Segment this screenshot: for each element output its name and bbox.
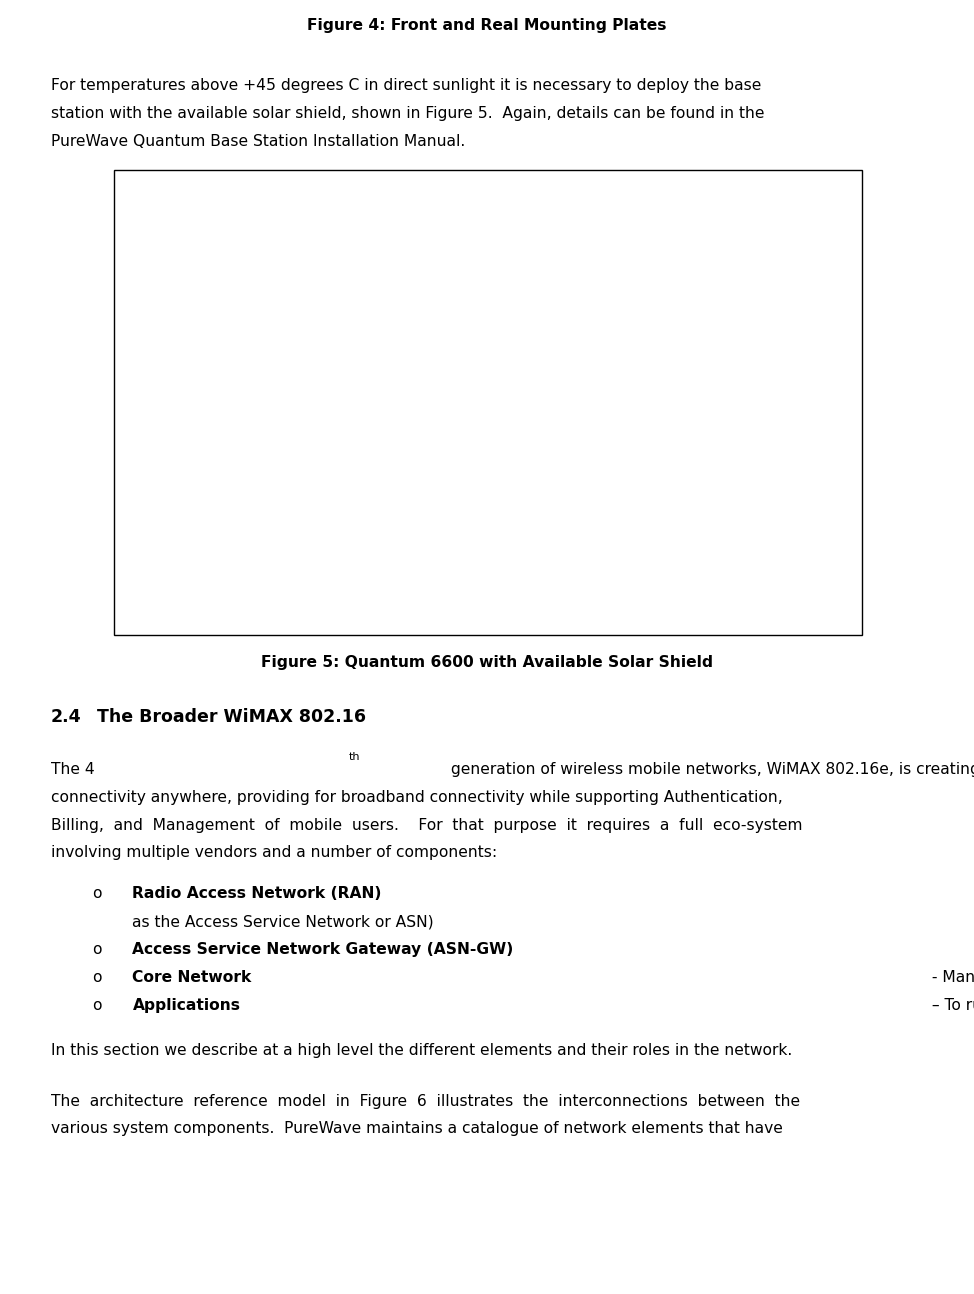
Text: For temperatures above +45 degrees C in direct sunlight it is necessary to deplo: For temperatures above +45 degrees C in … [51, 78, 761, 93]
Text: Applications: Applications [132, 998, 241, 1012]
Text: o: o [93, 969, 102, 985]
Text: In this section we describe at a high level the different elements and their rol: In this section we describe at a high le… [51, 1043, 792, 1058]
Text: Core Network: Core Network [132, 969, 251, 985]
Text: The Broader WiMAX 802.16: The Broader WiMAX 802.16 [97, 708, 366, 726]
Text: th: th [349, 752, 359, 762]
Text: The  architecture  reference  model  in  Figure  6  illustrates  the  interconne: The architecture reference model in Figu… [51, 1093, 800, 1109]
Text: 2.4: 2.4 [51, 708, 81, 726]
Text: generation of wireless mobile networks, WiMAX 802.16e, is creating high speed in: generation of wireless mobile networks, … [446, 762, 974, 776]
Text: Radio Access Network (RAN): Radio Access Network (RAN) [132, 886, 382, 901]
Text: - Management, AAA, TR-69, etc: - Management, AAA, TR-69, etc [927, 969, 974, 985]
Text: Access Service Network Gateway (ASN-GW): Access Service Network Gateway (ASN-GW) [132, 942, 514, 956]
Text: various system components.  PureWave maintains a catalogue of network elements t: various system components. PureWave main… [51, 1122, 782, 1136]
Text: o: o [93, 942, 102, 956]
Text: The 4: The 4 [51, 762, 94, 776]
FancyBboxPatch shape [114, 170, 862, 635]
Text: Figure 5: Quantum 6600 with Available Solar Shield: Figure 5: Quantum 6600 with Available So… [261, 655, 713, 670]
Text: involving multiple vendors and a number of components:: involving multiple vendors and a number … [51, 845, 497, 861]
Text: – To run on or connect to subscriber devices: – To run on or connect to subscriber dev… [927, 998, 974, 1012]
Text: station with the available solar shield, shown in Figure 5.  Again, details can : station with the available solar shield,… [51, 106, 765, 120]
Text: o: o [93, 998, 102, 1012]
Text: Figure 4: Front and Real Mounting Plates: Figure 4: Front and Real Mounting Plates [307, 18, 667, 34]
Text: o: o [93, 886, 102, 901]
Text: connectivity anywhere, providing for broadband connectivity while supporting Aut: connectivity anywhere, providing for bro… [51, 789, 782, 805]
Text: Billing,  and  Management  of  mobile  users.    For  that  purpose  it  require: Billing, and Management of mobile users.… [51, 818, 803, 832]
Text: PureWave Quantum Base Station Installation Manual.: PureWave Quantum Base Station Installati… [51, 133, 465, 149]
Text: as the Access Service Network or ASN): as the Access Service Network or ASN) [132, 914, 434, 929]
